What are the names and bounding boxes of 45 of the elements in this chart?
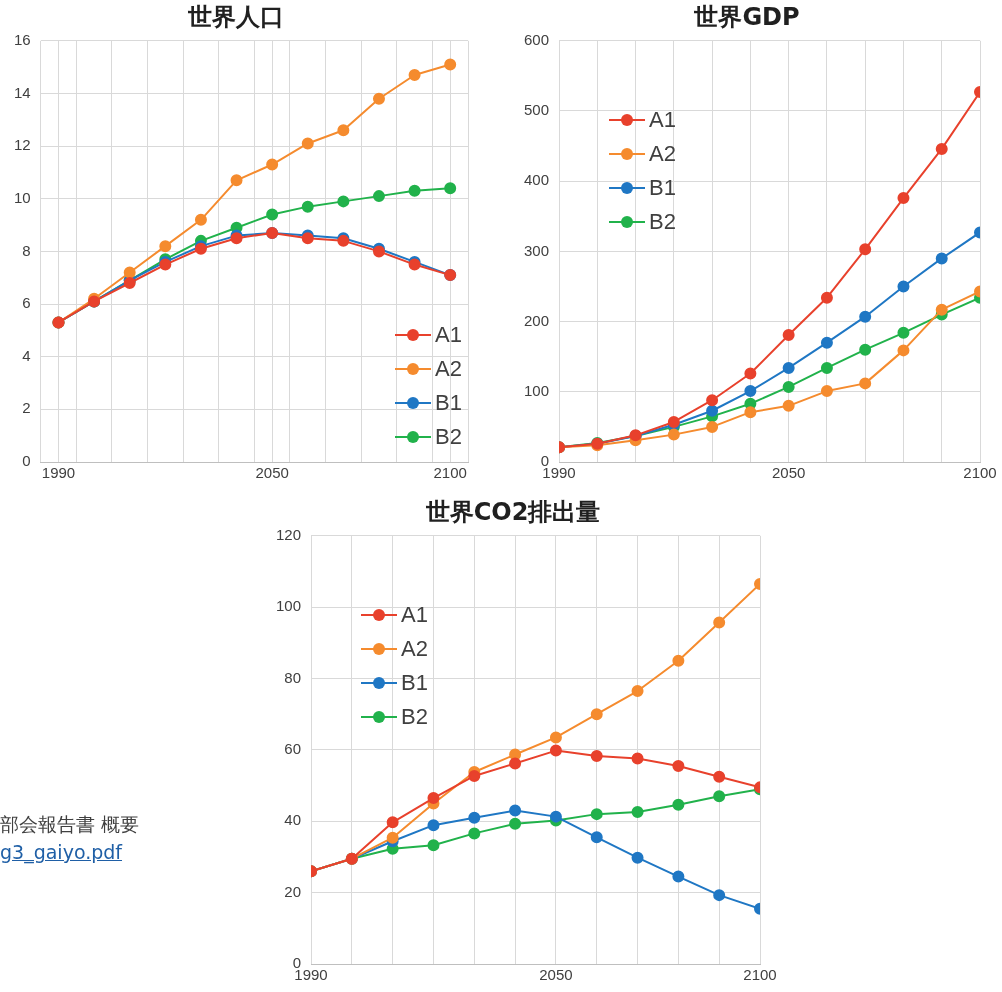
x-tick-label: 1990 [41, 464, 76, 482]
chart-title: 世界CO2排出量 [424, 497, 601, 526]
y-tick-label: 400 [524, 171, 550, 189]
legend-label: A1 [401, 600, 428, 629]
legend-label: A2 [649, 139, 676, 168]
y-tick-label: 4 [22, 346, 31, 364]
legend-label: B2 [435, 423, 462, 451]
legend-label: B1 [649, 173, 676, 202]
x-tick-label: 2050 [771, 464, 806, 482]
text: g3_gaiyo.pdf [0, 840, 124, 866]
y-tick-label: 200 [524, 311, 550, 329]
legend-label: A2 [435, 355, 462, 383]
y-tick-label: 120 [276, 525, 302, 543]
y-tick-label: 8 [22, 241, 31, 259]
y-tick-label: 500 [524, 101, 550, 119]
x-tick-label: 2100 [743, 966, 777, 984]
x-tick-label: 2100 [963, 464, 997, 482]
y-tick-label: 12 [14, 136, 31, 154]
legend-label: B1 [435, 389, 462, 417]
y-tick-label: 300 [524, 241, 550, 259]
y-tick-label: 14 [14, 83, 31, 101]
y-tick-label: 80 [284, 668, 302, 686]
y-tick-label: 100 [276, 597, 302, 615]
legend-label: A1 [649, 105, 676, 134]
y-tick-label: 10 [14, 188, 31, 206]
legend-label: B2 [649, 207, 676, 236]
y-tick-label: 0 [22, 452, 31, 470]
chart-title: 世界GDP [693, 2, 800, 31]
y-tick-label: 100 [524, 381, 550, 399]
y-tick-label: 20 [284, 882, 302, 900]
legend-label: B1 [401, 668, 428, 697]
chart-title: 世界人口 [187, 2, 284, 31]
text: 部会報告書 概要 [0, 812, 140, 837]
legend-label: B2 [401, 702, 428, 731]
legend-label: A2 [401, 634, 428, 663]
y-tick-label: 60 [284, 740, 302, 758]
y-tick-label: 40 [284, 811, 302, 829]
x-tick-label: 2050 [539, 966, 573, 984]
x-tick-label: 2050 [255, 464, 289, 482]
y-tick-label: 6 [22, 294, 31, 312]
y-tick-label: 16 [14, 30, 31, 48]
x-tick-label: 2100 [433, 464, 467, 482]
y-tick-label: 2 [22, 399, 31, 417]
legend-label: A1 [435, 321, 462, 349]
y-tick-label: 600 [524, 30, 550, 48]
